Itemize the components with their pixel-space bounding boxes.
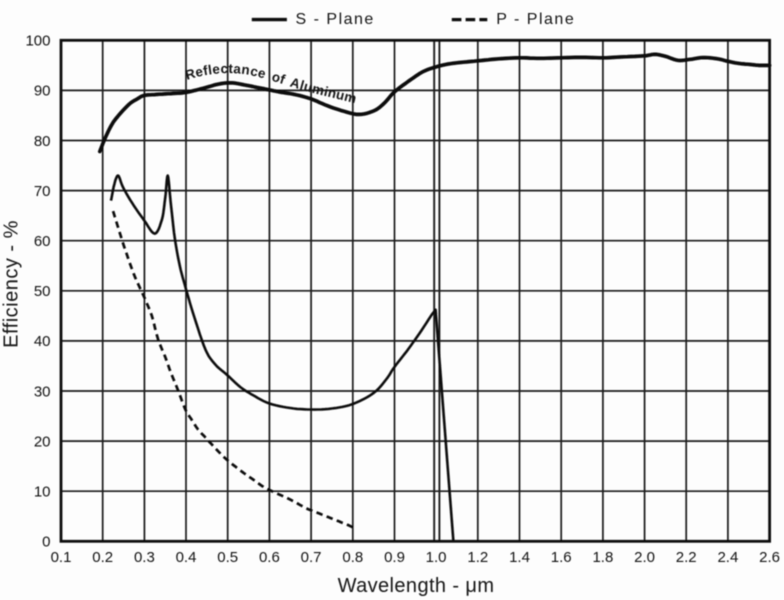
svg-text:50: 50 (34, 283, 51, 300)
svg-text:0.2: 0.2 (92, 549, 113, 566)
svg-text:1.6: 1.6 (551, 549, 572, 566)
svg-text:100: 100 (25, 33, 50, 50)
svg-text:70: 70 (34, 183, 51, 200)
svg-text:0.3: 0.3 (134, 549, 155, 566)
svg-text:P - Plane: P - Plane (496, 11, 575, 28)
svg-text:2.0: 2.0 (634, 549, 655, 566)
svg-text:80: 80 (34, 133, 51, 150)
svg-text:1.0: 1.0 (426, 549, 447, 566)
svg-text:1.4: 1.4 (509, 549, 530, 566)
svg-text:0.4: 0.4 (176, 549, 197, 566)
svg-text:2.6: 2.6 (759, 549, 780, 566)
svg-text:1.2: 1.2 (467, 549, 488, 566)
svg-text:2.2: 2.2 (676, 549, 697, 566)
svg-text:0.1: 0.1 (51, 549, 72, 566)
svg-text:2.4: 2.4 (717, 549, 738, 566)
svg-text:0: 0 (42, 534, 50, 551)
svg-text:Efficiency - %: Efficiency - % (0, 220, 22, 348)
svg-text:60: 60 (34, 233, 51, 250)
svg-text:S - Plane: S - Plane (296, 11, 375, 28)
svg-text:40: 40 (34, 333, 51, 350)
svg-text:0.5: 0.5 (217, 549, 238, 566)
svg-text:1.8: 1.8 (592, 549, 613, 566)
svg-text:0.6: 0.6 (259, 549, 280, 566)
svg-text:0.7: 0.7 (301, 549, 322, 566)
svg-text:0.9: 0.9 (384, 549, 405, 566)
svg-text:30: 30 (34, 383, 51, 400)
svg-text:0.8: 0.8 (342, 549, 363, 566)
svg-text:20: 20 (34, 433, 51, 450)
svg-text:90: 90 (34, 83, 51, 100)
svg-text:Wavelength - μm: Wavelength - μm (338, 575, 495, 597)
svg-text:10: 10 (34, 484, 51, 501)
